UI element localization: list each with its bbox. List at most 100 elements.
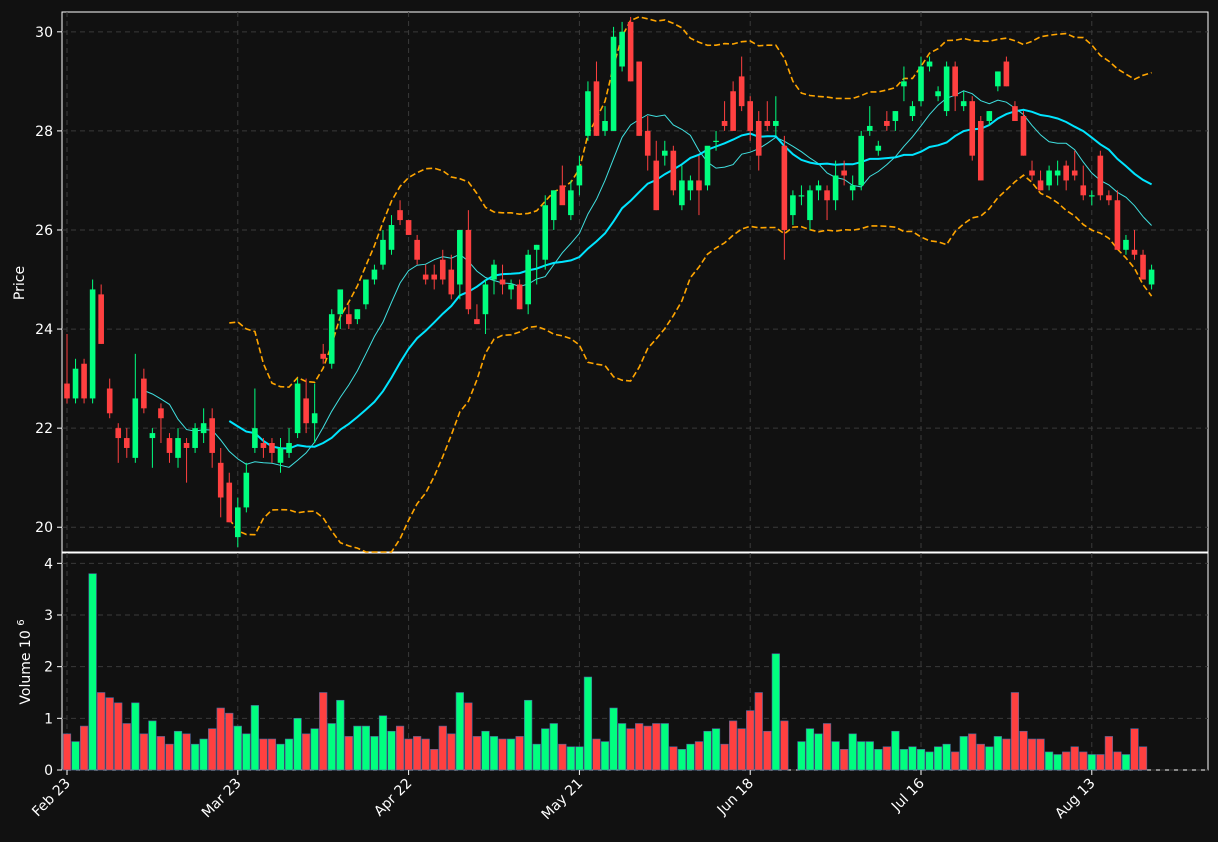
- volume-bar: [822, 723, 832, 771]
- volume-bar: [481, 730, 490, 771]
- volume-bar: [173, 730, 183, 771]
- volume-bar: [139, 733, 148, 771]
- candle-body: [414, 239, 420, 260]
- candle-body: [158, 408, 164, 419]
- volume-bar: [276, 743, 285, 771]
- volume-bar: [148, 720, 157, 771]
- candle-body: [422, 274, 429, 280]
- candle-body: [98, 294, 104, 344]
- volume-bar: [472, 736, 482, 771]
- volume-bar: [1138, 746, 1148, 771]
- volume-bar: [182, 733, 191, 771]
- candle-body: [1037, 180, 1044, 191]
- volume-bar: [805, 728, 815, 771]
- volume-bar: [122, 723, 131, 771]
- volume-bar: [327, 723, 336, 771]
- candle-body: [226, 482, 233, 523]
- candle-body: [1097, 155, 1104, 196]
- volume-bar: [447, 733, 456, 771]
- volume-bar: [600, 741, 610, 771]
- candle-body: [465, 229, 472, 310]
- volume-bar: [959, 736, 968, 771]
- candle-body: [320, 353, 326, 359]
- volume-bar: [1130, 728, 1139, 771]
- volume-bar: [925, 751, 934, 771]
- volume-bar: [942, 743, 951, 771]
- candle-body: [175, 438, 181, 458]
- volume-bar: [421, 738, 430, 771]
- volume-axis-exponent-power: 6: [16, 619, 27, 625]
- volume-bar: [88, 573, 97, 771]
- candle-body: [371, 269, 378, 280]
- candle-body: [64, 383, 70, 399]
- volume-bar: [1045, 751, 1054, 771]
- volume-bar: [455, 692, 464, 771]
- volume-bar: [336, 699, 345, 771]
- volume-bar: [652, 723, 661, 771]
- volume-tick-label: 4: [44, 556, 53, 572]
- candle-body: [602, 120, 608, 131]
- candle-body: [115, 428, 122, 439]
- candle-body: [81, 363, 87, 399]
- candle-body: [260, 443, 267, 448]
- volume-bar: [1096, 754, 1105, 771]
- price-tick-label: 20: [35, 520, 53, 536]
- volume-tick-label: 3: [44, 608, 53, 624]
- volume-tick-label: 0: [44, 763, 53, 779]
- candle-body: [1123, 239, 1129, 250]
- candle-body: [790, 195, 796, 216]
- candle-body: [909, 106, 916, 117]
- candle-body: [1046, 170, 1052, 186]
- volume-bar: [233, 725, 242, 771]
- candle-body: [918, 66, 924, 102]
- candle-body: [670, 150, 677, 191]
- volume-bar: [242, 733, 251, 771]
- volume-bar: [626, 728, 635, 771]
- price-axis-label: Price: [12, 266, 28, 300]
- candle-body: [482, 284, 489, 315]
- volume-bar: [848, 733, 857, 771]
- candle-body: [1148, 269, 1155, 285]
- candle-body: [798, 195, 805, 197]
- volume-bar: [1036, 738, 1045, 771]
- candle-body: [311, 413, 318, 424]
- volume-tick-label: 1: [44, 711, 53, 727]
- volume-bar: [361, 725, 371, 771]
- volume-bar: [395, 725, 405, 771]
- candle-body: [730, 91, 736, 131]
- volume-bar: [284, 738, 294, 771]
- volume-bar: [609, 707, 618, 771]
- candle-body: [397, 210, 403, 221]
- volume-bar: [899, 749, 909, 771]
- candles: [64, 16, 1155, 548]
- candle-body: [474, 319, 480, 325]
- candle-body: [132, 398, 139, 458]
- volume-bar: [489, 736, 499, 771]
- candle-body: [832, 175, 839, 201]
- volume-bars: [62, 573, 1148, 771]
- candle-body: [662, 150, 668, 156]
- candle-body: [926, 61, 933, 67]
- volume-bar: [370, 736, 379, 771]
- candle-body: [388, 225, 395, 250]
- candle-body: [277, 447, 284, 463]
- candle-body: [123, 438, 130, 448]
- volume-bar: [344, 736, 353, 771]
- candle-body: [977, 120, 984, 181]
- candle-body: [755, 120, 762, 156]
- volume-bar: [558, 743, 567, 771]
- candle-body: [738, 76, 745, 107]
- candle-body: [448, 269, 455, 295]
- volume-bar: [438, 725, 447, 771]
- candle-body: [644, 130, 651, 156]
- candle-body: [952, 66, 958, 97]
- volume-bar: [208, 728, 217, 771]
- volume-tick-label: 2: [44, 660, 53, 676]
- volume-bar: [156, 736, 166, 771]
- candle-body: [892, 111, 899, 121]
- moving-averages: [143, 90, 1153, 468]
- volume-bar: [814, 733, 823, 771]
- price-tick-label: 28: [35, 124, 53, 140]
- candle-body: [773, 120, 779, 126]
